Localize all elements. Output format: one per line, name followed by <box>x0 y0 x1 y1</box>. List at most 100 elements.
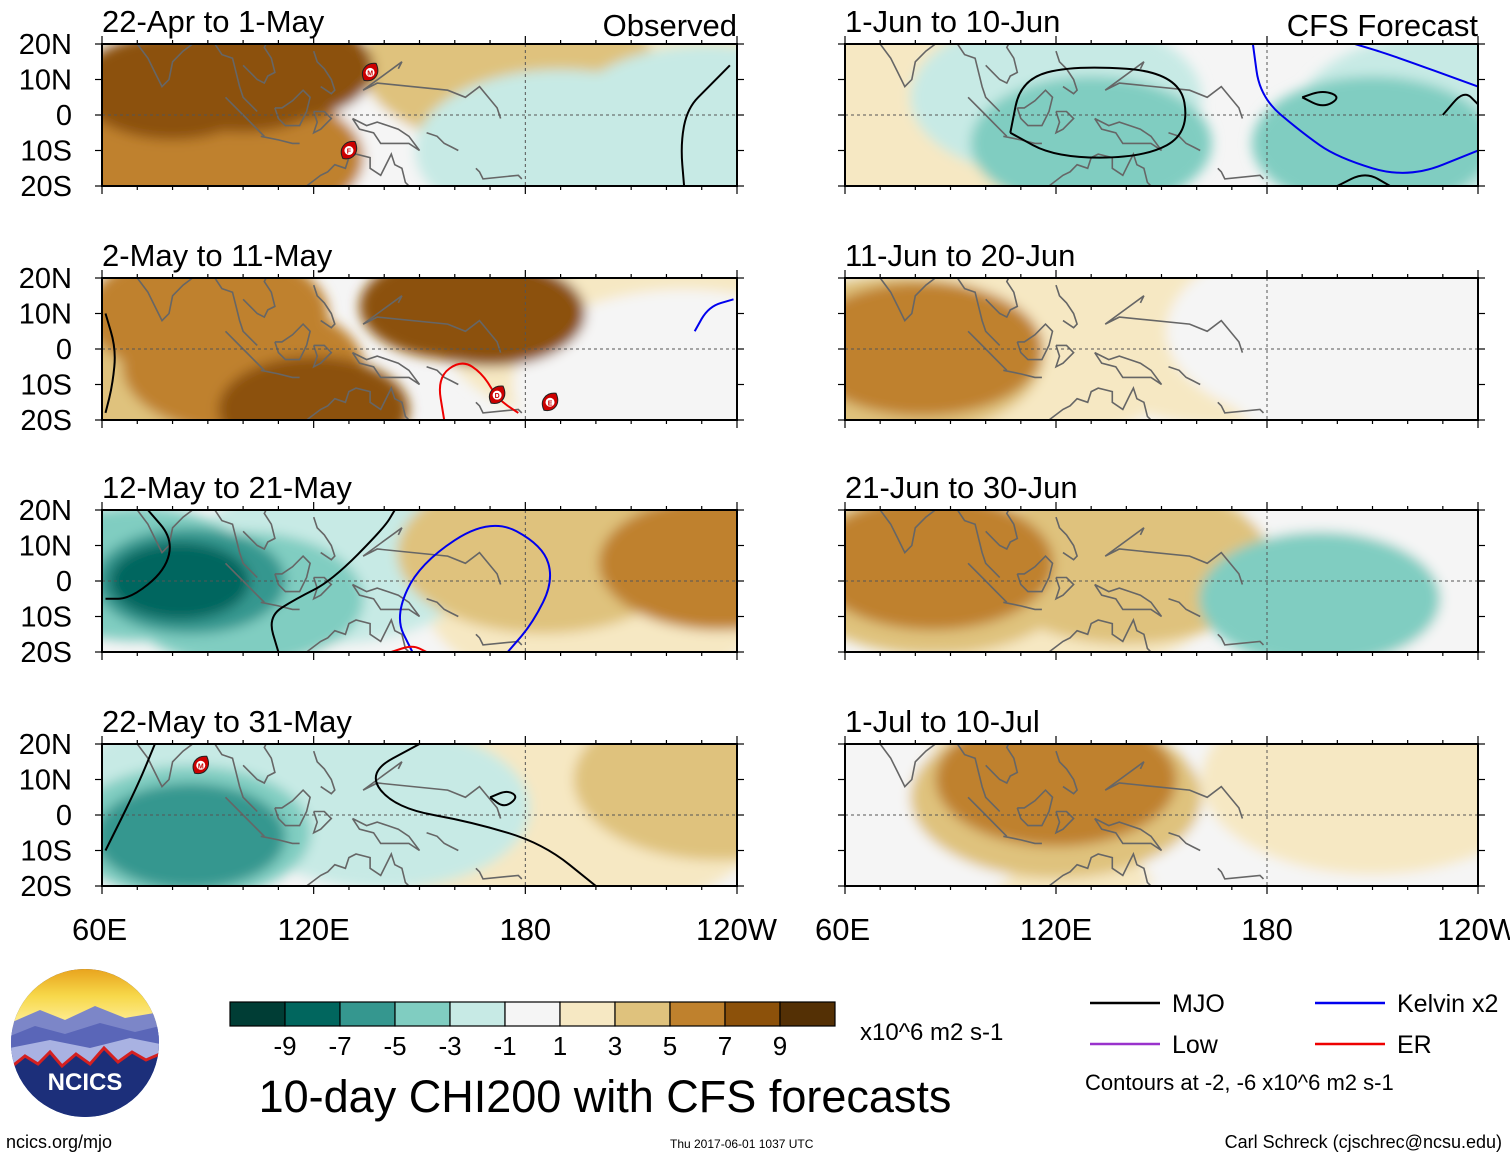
credit: Carl Schreck (cjschrec@ncsu.edu) <box>1225 1132 1502 1152</box>
anomaly-field <box>845 510 1478 652</box>
coastline <box>879 278 958 322</box>
coastline <box>1168 366 1201 386</box>
panel-3: M <box>102 744 737 886</box>
coastline <box>303 617 411 652</box>
panel-label: 22-Apr to 1-May <box>102 4 325 39</box>
coastline <box>1055 50 1079 95</box>
coastline <box>274 554 311 593</box>
coastline <box>475 401 523 414</box>
coastline <box>312 810 333 835</box>
coastlines <box>879 44 1265 186</box>
contour-kelvin-x2 <box>1251 44 1478 174</box>
column-header-forecast: CFS Forecast <box>1287 8 1479 43</box>
colorbar-tick-label: -5 <box>383 1031 406 1061</box>
contour-mjo <box>1009 66 1187 159</box>
coastline <box>214 278 258 346</box>
colorbar-tick-label: 1 <box>553 1031 567 1061</box>
x-tick-label: 120E <box>277 912 349 947</box>
y-tick-label: 0 <box>56 100 72 132</box>
coastline <box>1003 835 1042 845</box>
coastline <box>242 278 276 319</box>
colorbar-tick-label: -3 <box>438 1031 461 1061</box>
y-tick-label: 10S <box>20 836 72 868</box>
coastline <box>303 851 411 886</box>
y-tick-label: 0 <box>56 334 72 366</box>
colorbar-swatch <box>669 1001 726 1027</box>
contour-kelvin-x2 <box>693 298 734 332</box>
storm-marker-letter: E <box>548 400 553 407</box>
ncics-logo: NCICS <box>11 969 159 1117</box>
coastline <box>362 527 502 585</box>
colorbar-swatch <box>394 1001 451 1027</box>
storm-marker-letter: M <box>198 763 204 770</box>
anomaly-blob <box>980 510 1273 645</box>
coastline <box>1217 401 1265 414</box>
colorbar-swatch <box>614 1001 671 1027</box>
panel-1: DE <box>102 278 737 420</box>
x-tick-label: 120W <box>1437 912 1510 947</box>
legend-label: Kelvin x2 <box>1397 990 1498 1018</box>
coastline <box>1217 867 1265 880</box>
coastline <box>426 132 459 152</box>
coastline <box>1016 89 1054 127</box>
anomaly-blob <box>563 44 737 186</box>
y-tick-label: 10N <box>19 765 72 797</box>
panel-label: 21-Jun to 30-Jun <box>845 470 1078 505</box>
panel-7 <box>845 744 1478 886</box>
colorbar-swatch <box>284 1001 341 1027</box>
colorbar-swatch <box>449 1001 506 1027</box>
coastline <box>224 330 265 371</box>
panel-label: 12-May to 21-May <box>102 470 352 505</box>
coastline <box>274 89 311 127</box>
coastline <box>312 50 336 95</box>
coastline <box>303 386 411 420</box>
coastline <box>242 510 276 551</box>
anomaly-field <box>845 44 1478 186</box>
coastline <box>214 744 258 813</box>
coastline <box>1094 583 1163 618</box>
storm-marker-center <box>196 760 206 770</box>
coastline <box>985 744 1019 785</box>
anomaly-blob <box>218 356 410 420</box>
coastline <box>351 351 421 386</box>
coastline <box>879 510 958 554</box>
timestamp: Thu 2017-06-01 1037 UTC <box>670 1137 814 1151</box>
storm-marker: F <box>340 140 358 160</box>
storm-marker: D <box>488 385 506 404</box>
anomaly-blob <box>1199 531 1441 652</box>
y-tick-label: 10S <box>20 136 72 168</box>
coastline <box>260 369 300 379</box>
x-tick-label: 60E <box>815 912 870 947</box>
coastline <box>1045 386 1153 420</box>
coastlines <box>879 510 1265 652</box>
y-tick-label: 20S <box>20 171 72 203</box>
colorbar-swatch <box>559 1001 616 1027</box>
y-tick-label: 0 <box>56 800 72 832</box>
panel-4 <box>845 44 1478 186</box>
coastline <box>224 562 265 603</box>
colorbar-tick-label: 5 <box>663 1031 677 1061</box>
site-link[interactable]: ncics.org/mjo <box>6 1132 112 1152</box>
coastline <box>1094 351 1163 386</box>
y-tick-label: 20N <box>19 729 72 761</box>
coastline <box>1168 132 1201 152</box>
coastline <box>1045 851 1153 886</box>
coastline <box>1055 750 1079 795</box>
coastline <box>956 278 1001 346</box>
colorbar-swatch <box>724 1001 781 1027</box>
coastline <box>224 96 265 137</box>
coastline <box>967 96 1008 137</box>
coastline <box>312 516 336 561</box>
coastline <box>274 788 311 827</box>
contour-mjo <box>104 744 156 851</box>
contour-mjo <box>105 510 171 600</box>
coastline <box>426 598 459 618</box>
storm-marker: M <box>361 62 379 82</box>
coastline <box>967 562 1008 603</box>
coastline <box>1054 344 1075 369</box>
colorbar-tick-label: -7 <box>328 1031 351 1061</box>
storm-marker-letter: M <box>367 70 373 77</box>
legend-label: MJO <box>1172 990 1225 1018</box>
